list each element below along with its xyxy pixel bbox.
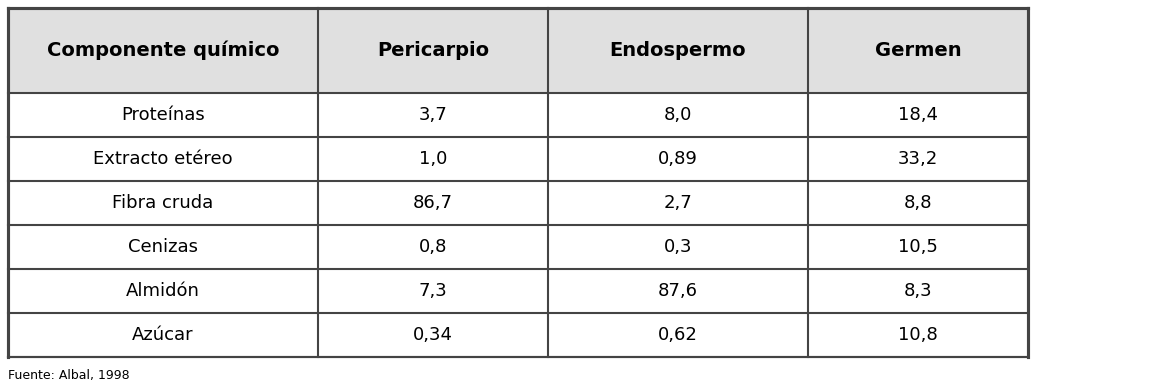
Text: 2,7: 2,7 (664, 194, 692, 212)
Text: Cenizas: Cenizas (129, 238, 198, 256)
Text: Componente químico: Componente químico (46, 41, 279, 60)
Text: Endospermo: Endospermo (610, 41, 746, 60)
Text: Pericarpio: Pericarpio (378, 41, 489, 60)
Text: 0,34: 0,34 (413, 326, 453, 344)
Bar (8, 269, 1028, 313)
Text: 7,3: 7,3 (419, 282, 447, 300)
Text: 0,8: 0,8 (419, 238, 447, 256)
Text: Proteínas: Proteínas (122, 106, 205, 124)
Text: Extracto etéreo: Extracto etéreo (93, 150, 233, 168)
Bar (8, 93, 1028, 137)
Bar (8, 181, 1028, 225)
Text: Azúcar: Azúcar (132, 326, 193, 344)
Text: 8,0: 8,0 (664, 106, 692, 124)
Text: 0,3: 0,3 (664, 238, 692, 256)
Bar (8, 137, 1028, 181)
Text: Fibra cruda: Fibra cruda (112, 194, 213, 212)
Text: 1,0: 1,0 (419, 150, 447, 168)
Text: 10,8: 10,8 (899, 326, 938, 344)
Bar (8, 313, 1028, 357)
Text: Fuente: Albal, 1998: Fuente: Albal, 1998 (8, 369, 130, 382)
Text: Almidón: Almidón (126, 282, 200, 300)
Text: 0,89: 0,89 (658, 150, 698, 168)
Bar (8, 8, 1028, 93)
Text: 3,7: 3,7 (419, 106, 447, 124)
Text: 10,5: 10,5 (899, 238, 938, 256)
Text: 18,4: 18,4 (897, 106, 938, 124)
Text: 8,3: 8,3 (903, 282, 932, 300)
Text: 87,6: 87,6 (658, 282, 698, 300)
Text: 0,62: 0,62 (658, 326, 698, 344)
Text: Germen: Germen (874, 41, 961, 60)
Text: 8,8: 8,8 (903, 194, 932, 212)
Text: 86,7: 86,7 (413, 194, 453, 212)
Text: 33,2: 33,2 (897, 150, 938, 168)
Bar (8, 225, 1028, 269)
